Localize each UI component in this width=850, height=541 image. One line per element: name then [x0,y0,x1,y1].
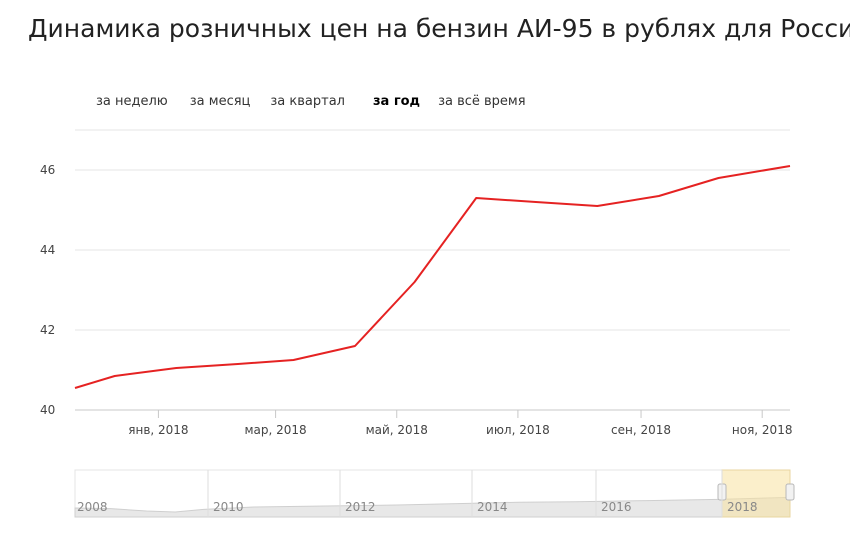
range-navigator[interactable]: 2008 2010 2012 2014 2016 2018 [74,469,795,518]
x-tick-label: мар, 2018 [244,423,306,437]
y-tick-label: 40 [40,403,55,417]
x-tick-label: май, 2018 [366,423,428,437]
y-tick-label: 42 [40,323,55,337]
x-tick-label: сен, 2018 [611,423,671,437]
period-all-time[interactable]: за всё время [438,94,526,109]
x-tick-label: июл, 2018 [486,423,550,437]
period-year[interactable]: за год [372,94,421,109]
navigator-year-label: 2016 [601,500,632,514]
series-group [74,165,791,389]
period-quarter[interactable]: за квартал [270,94,345,109]
period-selector: за неделю за месяц за квартал за год за … [96,94,526,109]
navigator-year-label: 2012 [345,500,376,514]
chart-title: Динамика розничных цен на бензин АИ-95 в… [28,14,850,43]
x-axis-ticks: янв, 2018 мар, 2018 май, 2018 июл, 2018 сен,… [128,410,792,437]
period-week[interactable]: за неделю [96,94,168,109]
x-tick-label: янв, 2018 [128,423,188,437]
navigator-year-label: 2018 [727,500,758,514]
grid-lines [75,129,790,411]
x-tick-label: ноя, 2018 [732,423,793,437]
y-axis-ticks: 40 42 44 46 [40,163,55,417]
navigator-year-label: 2010 [213,500,244,514]
navigator-year-label: 2008 [77,500,108,514]
period-month[interactable]: за месяц [189,94,251,109]
navigator-right-handle [785,483,795,501]
series-line [74,165,791,389]
y-tick-label: 46 [40,163,55,177]
y-tick-label: 44 [40,243,55,257]
navigator-year-label: 2014 [477,500,508,514]
